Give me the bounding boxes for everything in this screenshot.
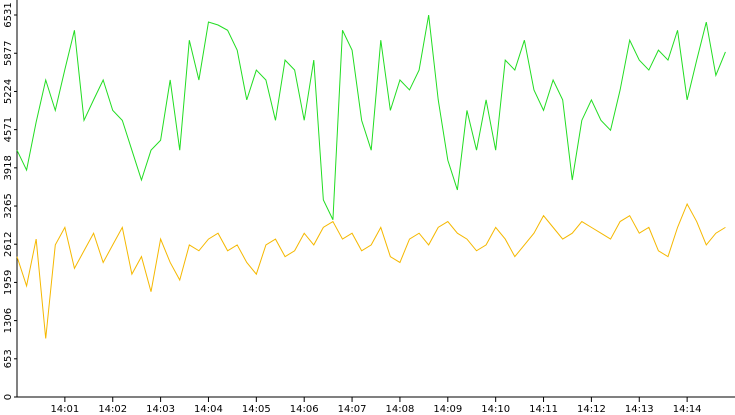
x-tick-label: 14:14 (673, 404, 702, 415)
x-tick-label: 14:08 (386, 404, 415, 415)
y-tick-label: 653 (3, 349, 14, 368)
x-tick-label: 14:09 (433, 404, 462, 415)
y-tick-label: 2612 (3, 231, 14, 256)
x-tick-label: 14:06 (290, 404, 319, 415)
y-tick-label: 4571 (3, 117, 14, 142)
x-tick-label: 14:04 (194, 404, 223, 415)
y-tick-label: 1959 (3, 270, 14, 295)
x-tick-label: 14:03 (146, 404, 175, 415)
x-tick-label: 14:11 (529, 404, 558, 415)
series-line (16, 14, 726, 220)
y-tick-label: 3918 (3, 155, 14, 180)
x-tick-label: 14:05 (242, 404, 271, 415)
y-tick-label: 6531 (3, 2, 14, 27)
x-tick-label: 14:10 (481, 404, 510, 415)
y-tick-label: 5877 (3, 41, 14, 66)
y-tick-label: 5224 (3, 79, 14, 104)
x-tick-label: 14:13 (625, 404, 654, 415)
y-tick-label: 0 (3, 394, 14, 400)
y-tick-label: 1306 (3, 308, 14, 333)
series-line (16, 202, 726, 339)
y-tick-label: 3265 (3, 193, 14, 218)
x-tick-label: 14:01 (50, 404, 79, 415)
x-tick-label: 14:07 (338, 404, 367, 415)
x-tick-label: 14:12 (577, 404, 606, 415)
x-tick-label: 14:02 (98, 404, 127, 415)
